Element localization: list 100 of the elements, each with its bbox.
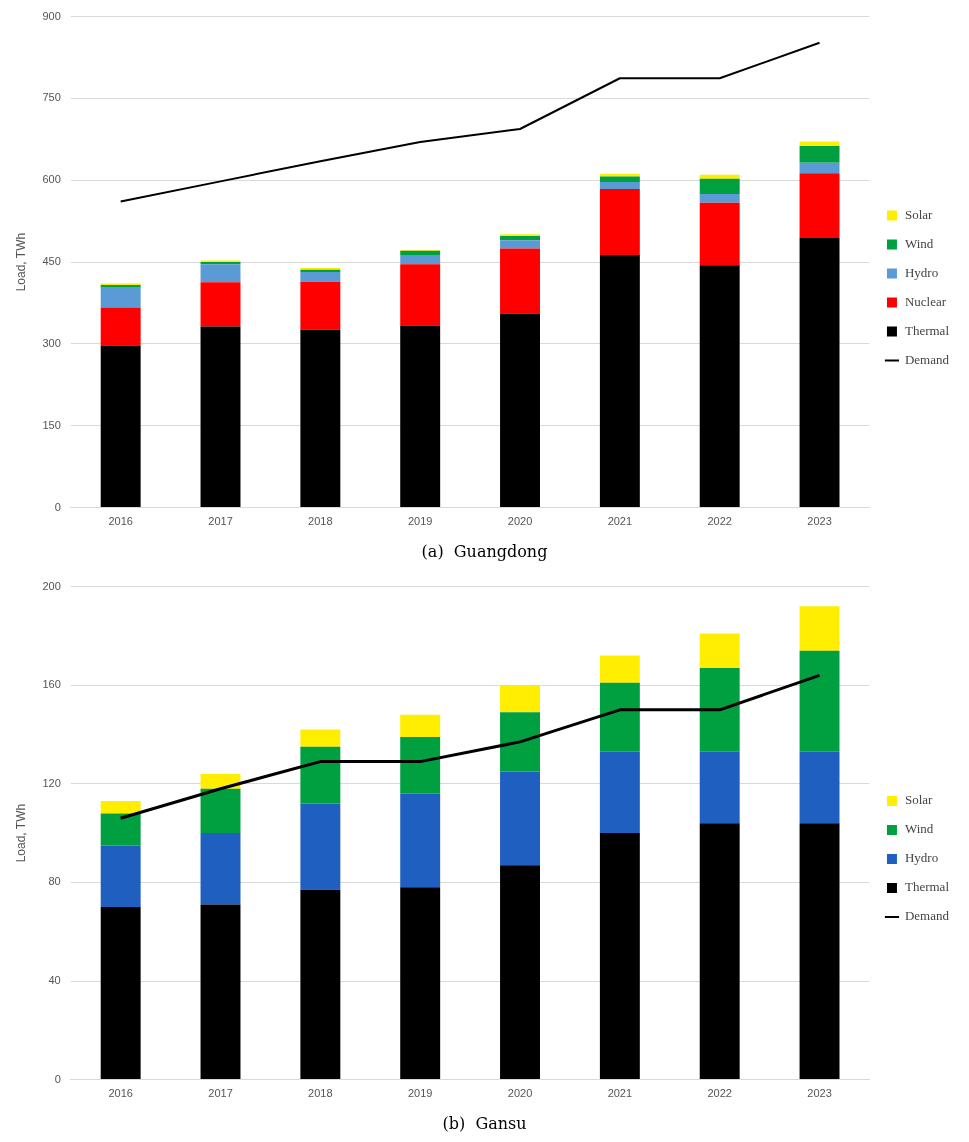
y-axis-title: Load, TWh <box>13 803 28 863</box>
x-tick-label: 2019 <box>407 515 433 528</box>
bar <box>100 287 141 308</box>
legend-label: Nuclear <box>904 293 947 309</box>
legend-label: Wind <box>904 235 934 251</box>
bar <box>300 329 341 508</box>
bar <box>400 255 441 265</box>
bar <box>400 736 441 794</box>
y-axis-title: Load, TWh <box>13 232 28 292</box>
legend-label: Thermal <box>904 322 950 338</box>
bar <box>799 650 840 752</box>
x-tick-label: 2016 <box>108 515 133 528</box>
legend-label: Wind <box>904 821 934 837</box>
bar <box>599 682 640 752</box>
bar <box>799 141 840 146</box>
bar <box>599 833 640 1080</box>
y-tick-label: 80 <box>48 875 61 888</box>
legend-label: Solar <box>904 206 934 222</box>
bar <box>799 751 840 824</box>
bar <box>699 178 740 194</box>
bar <box>200 788 241 834</box>
bar <box>500 313 540 508</box>
bar <box>100 845 141 908</box>
bar <box>300 889 341 1080</box>
y-tick-label: 600 <box>42 173 61 186</box>
bar <box>200 282 241 327</box>
bar <box>799 145 840 163</box>
bar <box>699 823 740 1080</box>
y-tick-label: 0 <box>54 1072 61 1085</box>
legend-label: Hydro <box>904 850 939 866</box>
bar <box>200 264 241 283</box>
y-tick-label: 120 <box>42 776 61 789</box>
bar <box>500 685 540 713</box>
bar <box>300 729 341 747</box>
bar <box>799 173 840 239</box>
bar <box>699 633 740 668</box>
bar <box>300 271 341 282</box>
bar <box>100 813 141 846</box>
y-tick-label: 450 <box>42 255 61 268</box>
x-tick-label: 2023 <box>807 515 832 528</box>
legend-label: Hydro <box>904 264 939 280</box>
x-tick-label: 2021 <box>607 515 633 528</box>
bar <box>699 751 740 824</box>
y-tick-label: 40 <box>48 974 61 987</box>
bar <box>599 655 640 683</box>
x-tick-label: 2020 <box>507 515 533 528</box>
bar <box>799 823 840 1080</box>
x-tick-label: 2016 <box>108 1087 133 1100</box>
x-tick-label: 2022 <box>707 1087 732 1100</box>
y-tick-label: 300 <box>42 336 61 349</box>
bar <box>200 326 241 508</box>
bar <box>500 865 540 1080</box>
text: (b) Gansu <box>442 1113 527 1133</box>
x-tick-label: 2017 <box>208 515 233 528</box>
bar <box>500 712 540 772</box>
bar <box>699 193 740 203</box>
bar <box>599 181 640 189</box>
x-tick-label: 2018 <box>308 515 333 528</box>
bar <box>100 801 141 814</box>
bar <box>300 803 341 890</box>
bar <box>400 250 441 256</box>
bar <box>500 235 540 241</box>
bar <box>799 238 840 508</box>
bar <box>799 606 840 651</box>
legend-label: Thermal <box>904 879 950 895</box>
y-tick-label: 0 <box>54 500 61 513</box>
bar <box>400 714 441 737</box>
bar <box>300 746 341 804</box>
bar <box>699 174 740 179</box>
bar <box>699 202 740 266</box>
bar <box>200 833 241 905</box>
bar <box>699 265 740 508</box>
y-tick-label: 900 <box>42 9 61 22</box>
legend-label: Demand <box>904 351 950 367</box>
bar <box>599 751 640 834</box>
bar <box>300 281 341 330</box>
x-tick-label: 2018 <box>308 1087 333 1100</box>
text: (a) Guangdong <box>421 541 548 561</box>
legend-label: Demand <box>904 908 950 924</box>
bar <box>400 793 441 888</box>
bar <box>400 264 441 326</box>
bar <box>599 176 640 182</box>
bar <box>200 904 241 1080</box>
bar <box>599 189 640 256</box>
bar <box>100 345 141 508</box>
bar <box>599 255 640 508</box>
y-tick-label: 750 <box>42 91 61 104</box>
y-tick-label: 150 <box>42 418 61 431</box>
bar <box>100 307 141 346</box>
x-tick-label: 2021 <box>607 1087 633 1100</box>
x-tick-label: 2019 <box>407 1087 433 1100</box>
bar <box>400 325 441 508</box>
y-tick-label: 160 <box>42 678 61 691</box>
bar <box>500 240 540 249</box>
y-tick-label: 200 <box>42 579 61 592</box>
bar <box>799 162 840 174</box>
bar <box>500 771 540 866</box>
bar <box>100 907 141 1080</box>
legend-label: Solar <box>904 792 934 808</box>
x-tick-label: 2017 <box>208 1087 233 1100</box>
